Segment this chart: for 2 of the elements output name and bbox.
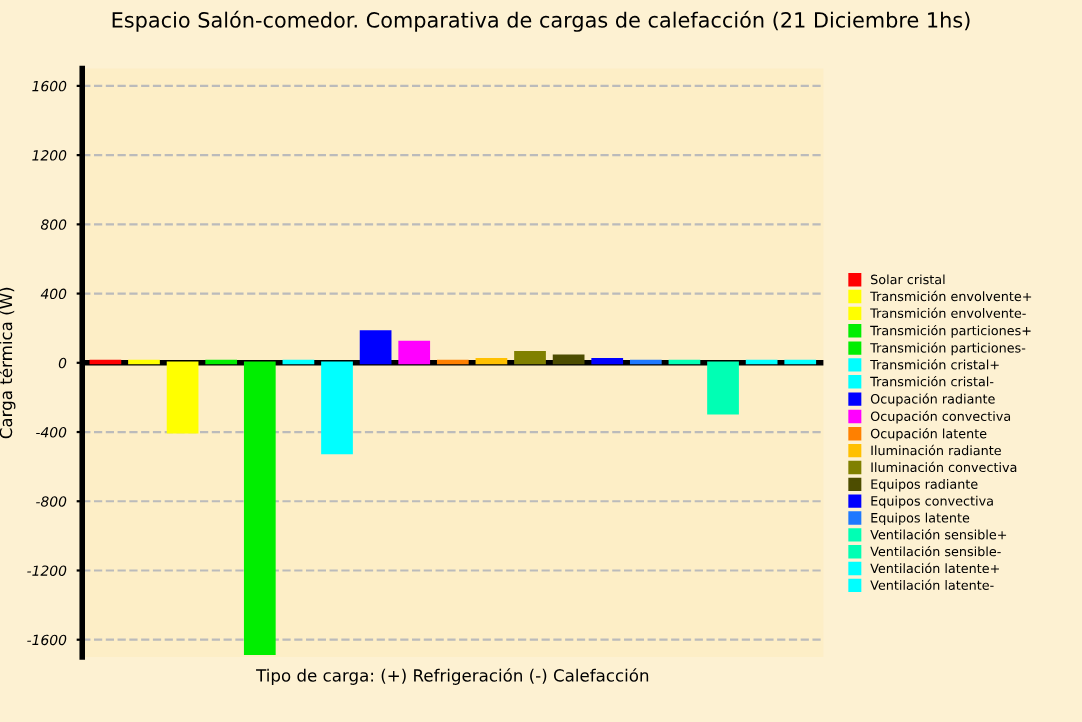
- chart-title: Espacio Salón-comedor. Comparativa de cargas de calefacción (21 Diciembre 1hs): [112, 10, 970, 32]
- x-axis-title: Tipo de carga: (+) Refrigeración (-) Calefacción: [256, 668, 649, 685]
